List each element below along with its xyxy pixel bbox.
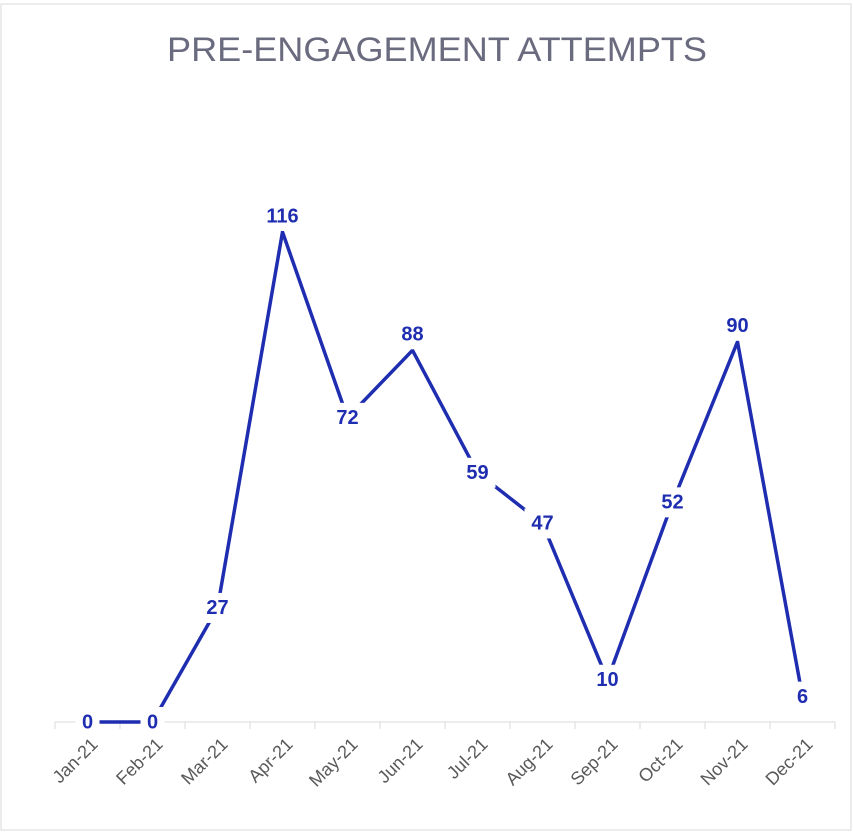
data-label: 90 — [726, 315, 748, 337]
data-label-bg — [75, 707, 100, 737]
data-label-bg — [140, 707, 165, 737]
data-label-bg — [459, 457, 496, 488]
data-label: 0 — [82, 711, 93, 733]
data-label-bg — [329, 402, 366, 433]
data-label-bg — [258, 201, 307, 231]
chart-title: PRE-ENGAGEMENT ATTEMPTS — [167, 31, 707, 69]
chart-frame — [0, 3, 852, 831]
data-label-bg — [394, 319, 431, 350]
data-label-bg — [199, 592, 236, 623]
data-label: 59 — [466, 462, 488, 484]
data-label-bg — [790, 681, 815, 712]
data-label-bg — [589, 664, 626, 695]
data-label: 72 — [336, 407, 358, 429]
data-label-bg — [719, 310, 756, 341]
data-label: 27 — [206, 597, 228, 619]
data-label: 116 — [266, 205, 298, 227]
data-label-bg — [524, 508, 561, 539]
line — [87, 225, 805, 724]
data-label-bg — [654, 487, 691, 518]
data-label: 52 — [661, 492, 683, 514]
data-label: 47 — [531, 513, 553, 535]
data-label: 0 — [147, 711, 158, 733]
data-label: 10 — [596, 669, 618, 691]
data-label: 6 — [797, 686, 808, 708]
data-label: 88 — [401, 324, 423, 346]
